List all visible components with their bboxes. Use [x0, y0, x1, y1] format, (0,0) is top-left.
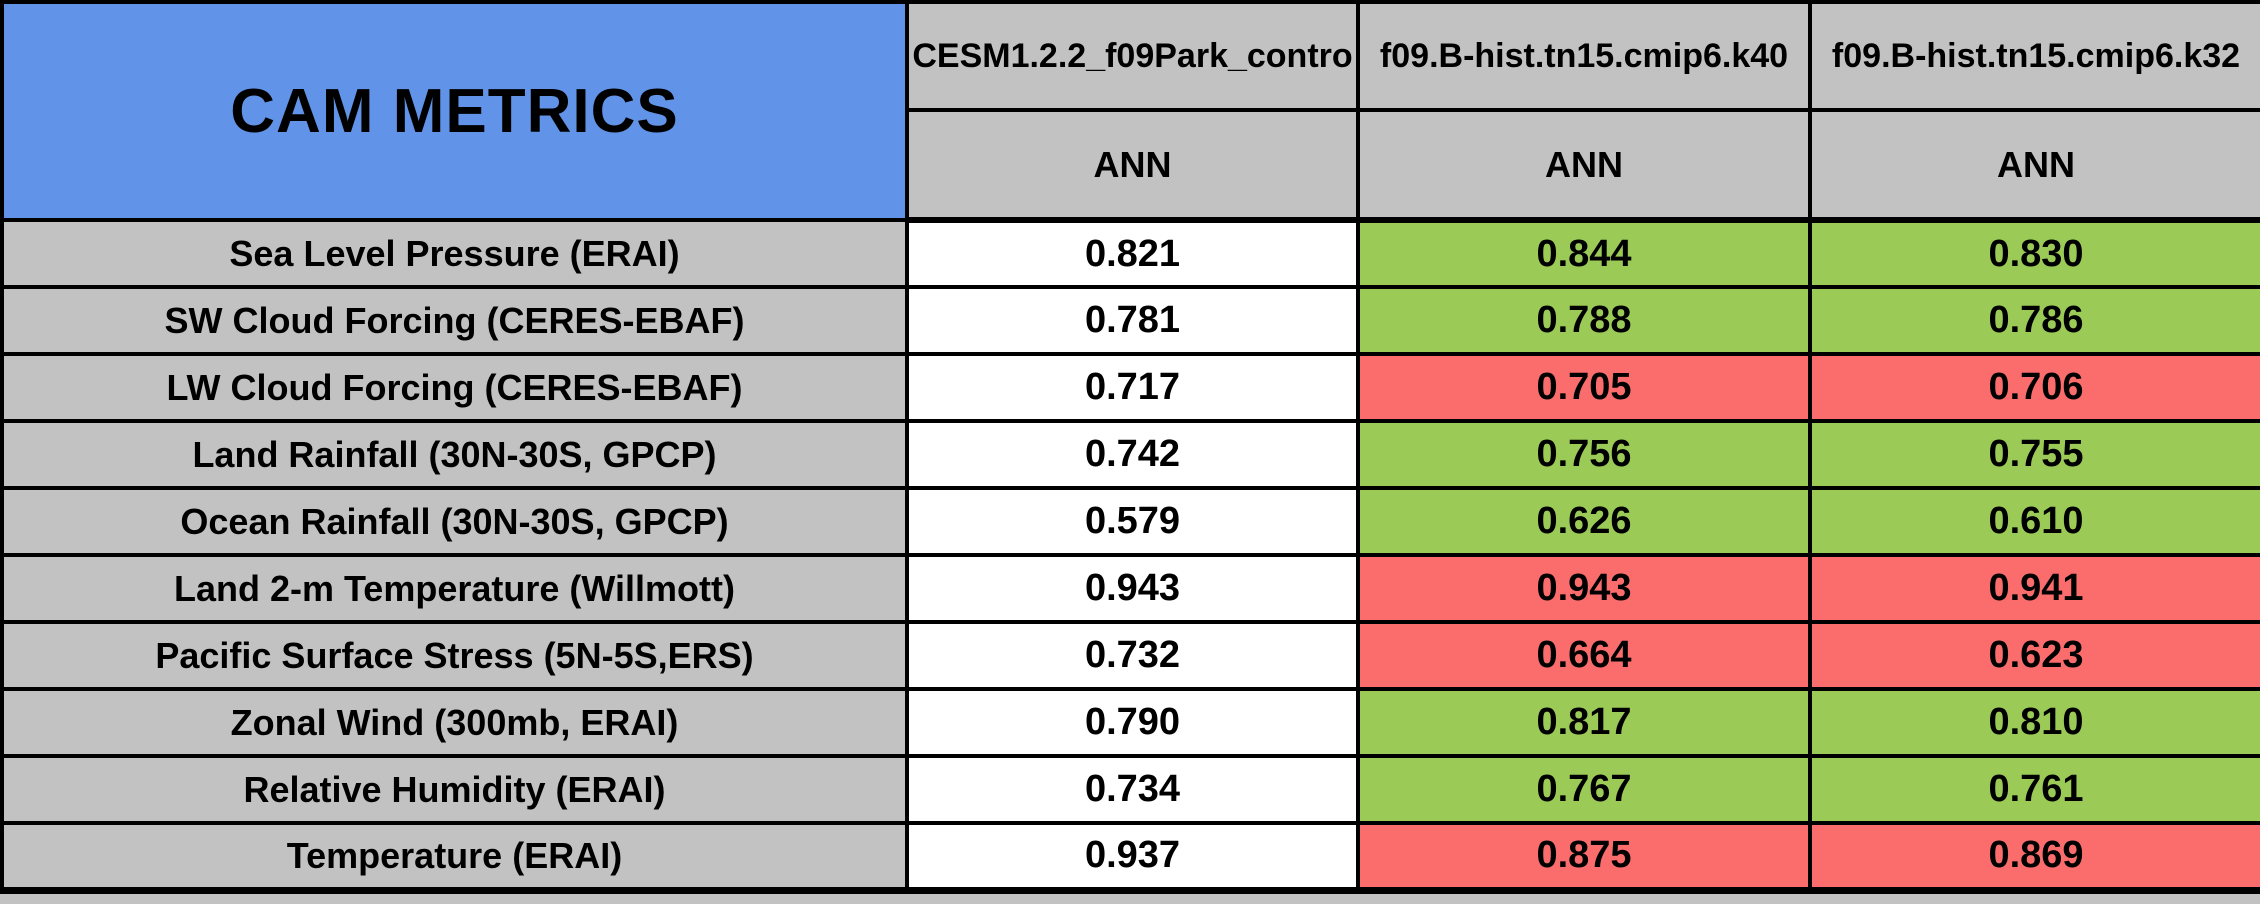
table-row: LW Cloud Forcing (CERES-EBAF) 0.717 0.705 0…	[0, 352, 2260, 423]
metric-label-cell: Temperature (ERAI)	[0, 821, 909, 894]
metric-value-cell: 0.790	[905, 687, 1360, 758]
run-column-header-control: CESM1.2.2_f09Park_contro	[905, 0, 1360, 112]
metric-label-cell: Land 2-m Temperature (Willmott)	[0, 553, 909, 624]
metric-value-cell: 0.869	[1808, 821, 2260, 894]
metric-value-cell: 0.937	[905, 821, 1360, 894]
metric-label-cell: Land Rainfall (30N-30S, GPCP)	[0, 419, 909, 490]
table-row: Temperature (ERAI) 0.937 0.875 0.869	[0, 821, 2260, 894]
metric-value-cell: 0.817	[1356, 687, 1812, 758]
metric-value-cell: 0.810	[1808, 687, 2260, 758]
metric-value-cell: 0.821	[905, 218, 1360, 289]
clipped-next-row-strip	[0, 893, 2260, 904]
metric-value-cell: 0.830	[1808, 218, 2260, 289]
metric-value-cell: 0.761	[1808, 754, 2260, 825]
metric-value-cell: 0.732	[905, 620, 1360, 691]
metric-label-cell: Relative Humidity (ERAI)	[0, 754, 909, 825]
run-column-header-k40: f09.B-hist.tn15.cmip6.k40	[1356, 0, 1812, 112]
metric-value-cell: 0.767	[1356, 754, 1812, 825]
metric-value-cell: 0.786	[1808, 285, 2260, 356]
metric-label-cell: Ocean Rainfall (30N-30S, GPCP)	[0, 486, 909, 557]
season-header-ann-2: ANN	[1356, 108, 1812, 223]
metric-label-cell: Zonal Wind (300mb, ERAI)	[0, 687, 909, 758]
metric-value-cell: 0.742	[905, 419, 1360, 490]
table-row: Relative Humidity (ERAI) 0.734 0.767 0.761	[0, 754, 2260, 825]
season-header-ann-3: ANN	[1808, 108, 2260, 223]
metric-value-cell: 0.755	[1808, 419, 2260, 490]
metric-value-cell: 0.788	[1356, 285, 1812, 356]
metric-value-cell: 0.706	[1808, 352, 2260, 423]
table-row: Land 2-m Temperature (Willmott) 0.943 0.94…	[0, 553, 2260, 624]
season-header-ann-1: ANN	[905, 108, 1360, 223]
metric-value-cell: 0.756	[1356, 419, 1812, 490]
table-row: Sea Level Pressure (ERAI) 0.821 0.844 0.830	[0, 218, 2260, 289]
metric-value-cell: 0.623	[1808, 620, 2260, 691]
table-row: Pacific Surface Stress (5N-5S,ERS) 0.732 0…	[0, 620, 2260, 691]
metric-value-cell: 0.943	[905, 553, 1360, 624]
table-row: Zonal Wind (300mb, ERAI) 0.790 0.817 0.810	[0, 687, 2260, 758]
metric-value-cell: 0.943	[1356, 553, 1812, 624]
metric-label-cell: Pacific Surface Stress (5N-5S,ERS)	[0, 620, 909, 691]
run-header-row: CAM METRICS CESM1.2.2_f09Park_contro f09…	[0, 0, 2260, 222]
season-header-row: ANN ANN ANN	[2, 108, 2260, 223]
metric-value-cell: 0.579	[905, 486, 1360, 557]
metric-label-cell: Sea Level Pressure (ERAI)	[0, 218, 909, 289]
metric-value-cell: 0.941	[1808, 553, 2260, 624]
metric-value-cell: 0.664	[1356, 620, 1812, 691]
table-row: SW Cloud Forcing (CERES-EBAF) 0.781 0.788 0…	[0, 285, 2260, 356]
run-column-header-k32: f09.B-hist.tn15.cmip6.k32	[1808, 0, 2260, 112]
metric-value-cell: 0.717	[905, 352, 1360, 423]
metric-value-cell: 0.844	[1356, 218, 1812, 289]
metric-value-cell: 0.705	[1356, 352, 1812, 423]
metric-label-cell: SW Cloud Forcing (CERES-EBAF)	[0, 285, 909, 356]
table-row: Ocean Rainfall (30N-30S, GPCP) 0.579 0.626…	[0, 486, 2260, 557]
metric-value-cell: 0.734	[905, 754, 1360, 825]
table-title: CAM METRICS	[0, 0, 909, 222]
metric-value-cell: 0.875	[1356, 821, 1812, 894]
metric-value-cell: 0.781	[905, 285, 1360, 356]
metric-label-cell: LW Cloud Forcing (CERES-EBAF)	[0, 352, 909, 423]
metric-value-cell: 0.626	[1356, 486, 1812, 557]
table-row: Land Rainfall (30N-30S, GPCP) 0.742 0.756 0…	[0, 419, 2260, 490]
metrics-body: Sea Level Pressure (ERAI) 0.821 0.844 0.830…	[0, 218, 2260, 894]
metric-value-cell: 0.610	[1808, 486, 2260, 557]
